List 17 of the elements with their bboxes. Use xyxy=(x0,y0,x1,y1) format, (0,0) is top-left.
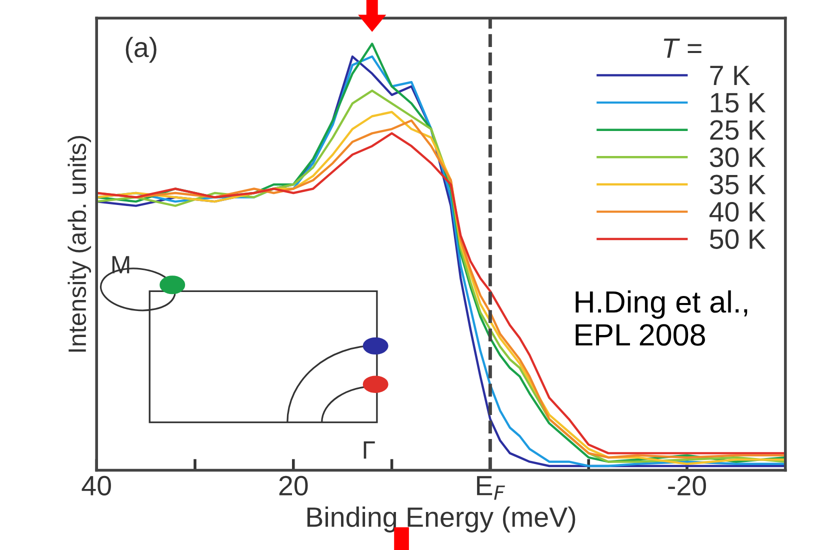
legend-label: 15 K xyxy=(710,93,766,113)
x-tick-label: 20 xyxy=(279,476,308,496)
x-tick-label: -20 xyxy=(668,476,706,496)
x-axis-title: Binding Energy (meV) xyxy=(307,506,576,532)
x-tick-label: E$_{F}$ xyxy=(477,476,505,500)
legend-label: 40 K xyxy=(709,202,766,222)
annotation: H.Ding et al., EPL 2008 xyxy=(576,290,748,346)
legend-label: 25 K xyxy=(710,120,766,140)
legend-title: T = xyxy=(664,38,702,58)
annotation: Γ xyxy=(364,441,375,459)
legend-label: 7 K xyxy=(710,66,750,86)
x-tick-label: 40 xyxy=(82,476,111,496)
annotation: (a) xyxy=(126,36,156,63)
y-axis-title: Intensity (arb. units) xyxy=(68,136,92,352)
legend-label: 35 K xyxy=(710,174,766,194)
legend-label: 50 K xyxy=(710,229,766,249)
legend-label: 30 K xyxy=(710,147,766,168)
